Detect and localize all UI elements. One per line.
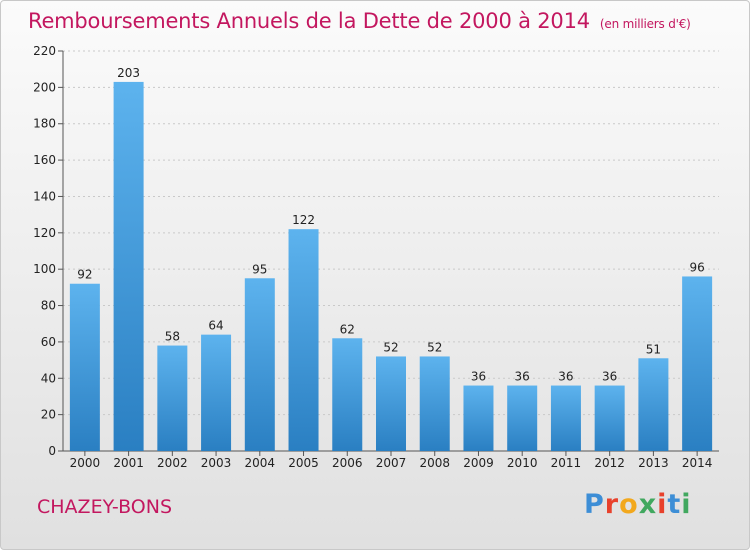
bar [463, 385, 494, 451]
bar [507, 385, 538, 451]
bar [638, 358, 669, 451]
bar [69, 283, 100, 451]
y-tick-label: 40 [41, 371, 56, 385]
x-tick-label: 2010 [507, 456, 538, 470]
bars [69, 81, 713, 451]
logo-letter: i [681, 489, 692, 520]
bar [550, 385, 581, 451]
bar-value-label: 52 [383, 340, 398, 354]
bar-value-label: 58 [165, 330, 180, 344]
labels: 0 20 40 60 80 100 120 140 160 180 200 220 92 2000 203 2… [33, 44, 712, 470]
x-tick-label: 2011 [551, 456, 582, 470]
y-tick-label: 220 [33, 44, 56, 58]
commune-name: CHAZEY-BONS [37, 496, 173, 518]
y-tick-label: 20 [41, 408, 56, 422]
x-tick-label: 2013 [638, 456, 669, 470]
x-tick-label: 2003 [201, 456, 232, 470]
bar-value-label: 92 [77, 268, 92, 282]
bar [157, 345, 188, 451]
y-tick-label: 100 [33, 262, 56, 276]
bar-value-label: 36 [515, 370, 530, 384]
bar [419, 356, 450, 451]
chart-title: Remboursements Annuels de la Dette de 20… [28, 9, 691, 33]
logo-letter: r [604, 489, 620, 520]
x-tick-label: 2001 [113, 456, 144, 470]
y-tick-label: 160 [33, 153, 56, 167]
x-tick-label: 2014 [682, 456, 713, 470]
bar-value-label: 36 [558, 370, 573, 384]
bar-value-label: 96 [689, 260, 704, 274]
y-tick-label: 0 [48, 444, 56, 458]
bar [376, 356, 406, 451]
x-tick-label: 2000 [70, 456, 101, 470]
x-tick-label: 2008 [419, 456, 450, 470]
y-tick-label: 80 [41, 299, 56, 313]
bar [244, 278, 275, 451]
bar-value-label: 203 [117, 66, 140, 80]
bar-value-label: 95 [252, 262, 267, 276]
y-tick-label: 200 [33, 80, 56, 94]
x-tick-label: 2009 [463, 456, 494, 470]
bar [113, 81, 144, 451]
y-tick-label: 120 [33, 226, 56, 240]
bar-value-label: 62 [340, 322, 355, 336]
bar [332, 338, 363, 451]
x-tick-label: 2002 [157, 456, 188, 470]
bar-value-label: 36 [471, 370, 486, 384]
bar-value-label: 64 [208, 319, 223, 333]
x-tick-label: 2004 [245, 456, 276, 470]
bar-value-label: 52 [427, 340, 442, 354]
bar [288, 229, 319, 451]
bar [201, 334, 232, 451]
logo-letter: o [619, 489, 639, 520]
x-tick-label: 2005 [288, 456, 319, 470]
bar-value-label: 36 [602, 370, 617, 384]
proxiti-logo: Proxiti [584, 489, 692, 520]
y-tick-label: 60 [41, 335, 56, 349]
x-tick-label: 2007 [376, 456, 407, 470]
bar-value-label: 51 [646, 342, 661, 356]
logo-letter: t [667, 489, 682, 520]
logo-letter: i [657, 489, 668, 520]
bar [682, 276, 713, 451]
y-tick-label: 140 [33, 189, 56, 203]
chart-subtitle: (en milliers d'€) [599, 17, 691, 31]
x-tick-label: 2012 [594, 456, 625, 470]
chart-title-text: Remboursements Annuels de la Dette de 20… [28, 9, 590, 33]
bar [594, 385, 625, 451]
y-tick-label: 180 [33, 117, 56, 131]
logo-letter: P [584, 489, 605, 520]
bar-value-label: 122 [292, 213, 315, 227]
logo-letter: x [638, 489, 658, 520]
x-tick-label: 2006 [332, 456, 363, 470]
